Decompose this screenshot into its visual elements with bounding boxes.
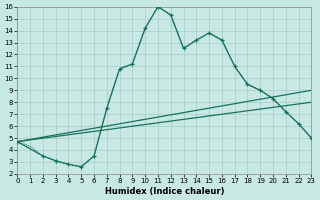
X-axis label: Humidex (Indice chaleur): Humidex (Indice chaleur) bbox=[105, 187, 224, 196]
